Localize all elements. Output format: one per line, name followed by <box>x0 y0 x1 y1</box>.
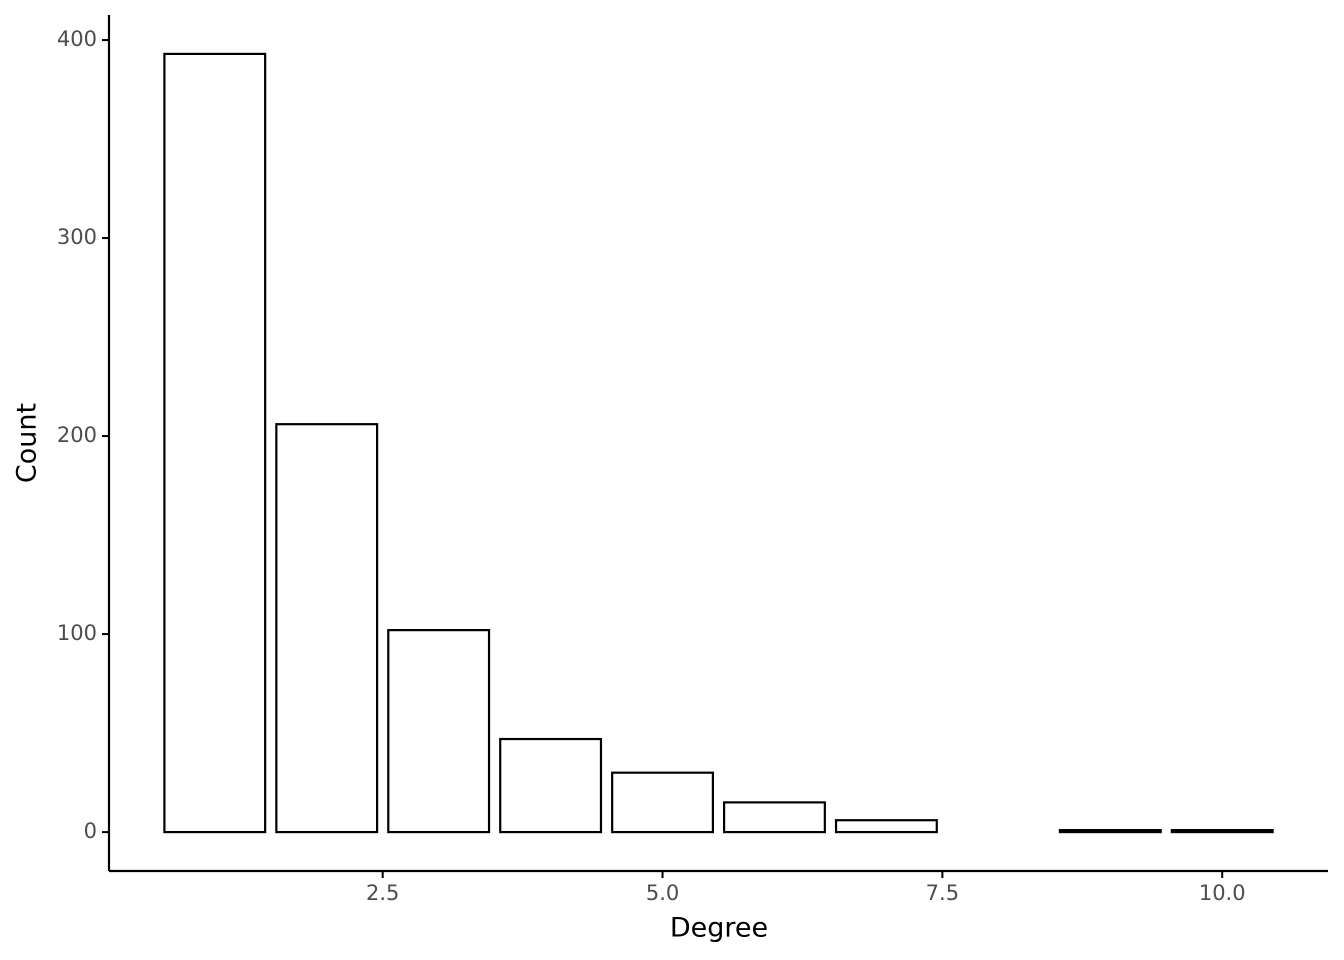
bar <box>722 801 826 834</box>
bar <box>499 737 603 834</box>
y-tick-label: 100 <box>57 621 97 645</box>
bar <box>1170 829 1274 834</box>
y-tick-label: 300 <box>57 225 97 249</box>
bar <box>834 819 938 834</box>
y-tick-label: 400 <box>57 27 97 51</box>
bar <box>611 771 715 834</box>
y-tick-label: 0 <box>84 819 97 843</box>
x-tick-label: 5.0 <box>646 881 679 905</box>
x-axis-title: Degree <box>670 913 768 944</box>
bar <box>163 52 267 834</box>
bar <box>275 423 379 834</box>
y-axis-title: Count <box>12 403 43 483</box>
bar <box>387 629 491 834</box>
y-tick-label: 200 <box>57 423 97 447</box>
x-tick-label: 10.0 <box>1199 881 1246 905</box>
bar <box>1058 829 1162 834</box>
x-tick-label: 2.5 <box>366 881 399 905</box>
x-tick-label: 7.5 <box>926 881 959 905</box>
